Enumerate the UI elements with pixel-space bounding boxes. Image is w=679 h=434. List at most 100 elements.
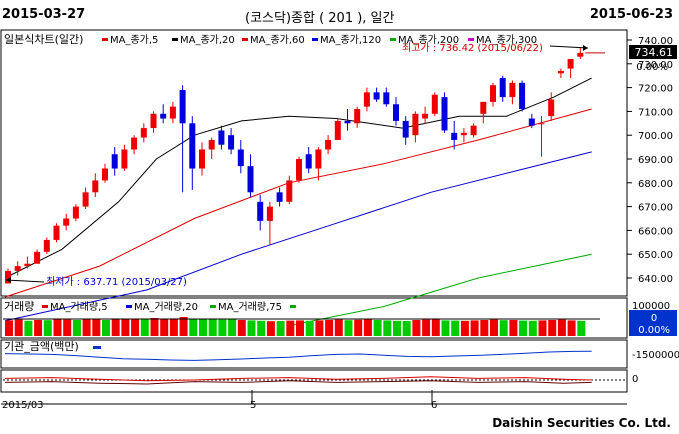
candle-down: [111, 154, 118, 169]
volume-bar: [393, 320, 401, 336]
candle-up: [199, 149, 205, 169]
ma-legend-label: MA_종가,20: [180, 34, 235, 46]
institution-panel-frame: [0, 339, 628, 369]
volume-bar: [441, 320, 450, 336]
candle-up: [354, 109, 361, 124]
candle-up: [460, 132, 467, 136]
volume-bar: [5, 320, 13, 336]
y-tick-label: 740.00: [638, 36, 673, 47]
chart-title: (코스닥)종합 ( 201 ), 일간: [245, 11, 395, 26]
x-label-2015-03: 2015/03: [2, 400, 44, 411]
volume-ma-swatch: [210, 305, 216, 308]
volume-bar: [363, 319, 372, 336]
volume-ma-swatch: [126, 305, 132, 308]
oscillator-panel-frame: [0, 369, 628, 393]
candle-up: [490, 85, 496, 102]
volume-bar: [548, 320, 557, 336]
ma-legend-swatch: [312, 38, 318, 41]
candle-down: [305, 154, 312, 169]
institution-y-tick: -1500000: [632, 350, 679, 361]
volume-bar: [577, 320, 586, 336]
volume-bar: [383, 320, 392, 336]
candle-up: [422, 113, 429, 119]
volume-bar: [344, 320, 353, 336]
candle-up: [431, 94, 438, 114]
volume-bar: [412, 320, 421, 336]
volume-panel-frame: [0, 297, 628, 339]
candle-down: [218, 130, 225, 145]
ma200-line: [288, 253, 592, 327]
ma-legend-label: MA_종가,200: [398, 34, 459, 46]
volume-bar: [150, 318, 159, 336]
candle-down: [451, 132, 458, 140]
volume-bar: [72, 320, 81, 336]
candle-up: [412, 113, 419, 136]
volume-change: 0.00%: [638, 325, 670, 336]
candle-up: [296, 159, 302, 181]
candle-up: [82, 192, 89, 207]
candle-up: [92, 180, 99, 193]
candle-up: [5, 270, 11, 284]
candle-down: [383, 92, 390, 105]
ma60-line: [4, 108, 592, 298]
volume-bar: [276, 321, 285, 336]
x-label-5: 5: [250, 400, 256, 411]
volume-bar: [499, 320, 508, 336]
candle-down: [393, 104, 399, 121]
change-pct: 0.00%: [636, 62, 668, 73]
volume-y-tick: 100000: [632, 301, 670, 312]
volume-bar: [528, 320, 537, 336]
oscillator-line-a: [4, 376, 592, 382]
volume-bar: [24, 320, 33, 336]
volume-bar: [431, 319, 440, 336]
y-tick-label: 670.00: [638, 203, 673, 214]
volume-bar: [169, 318, 178, 336]
candle-down: [344, 120, 351, 124]
ma-legend-label: MA_종가,300: [476, 34, 537, 46]
volume-bar: [460, 320, 469, 336]
candle-up: [480, 101, 487, 114]
candle-down: [179, 89, 186, 124]
volume-bar: [422, 319, 431, 336]
volume-bar: [208, 319, 217, 336]
volume-ma-label: MA_거래량,75: [218, 301, 282, 313]
ma-legend-label: MA_종가,60: [250, 34, 305, 46]
volume-bar: [257, 320, 266, 336]
candle-down: [247, 166, 254, 193]
company-name: Daishin Securities Co. Ltd.: [492, 416, 671, 430]
volume-bar: [538, 320, 547, 336]
volume-bar: [451, 320, 460, 336]
ma-legend-swatch: [468, 38, 474, 41]
volume-bar: [509, 320, 518, 336]
volume-ma-swatch: [42, 305, 48, 308]
candle-up: [169, 106, 176, 119]
ma-legend-swatch: [102, 38, 108, 41]
volume-bar: [131, 318, 140, 336]
volume-bar: [373, 320, 382, 336]
ma20-line: [4, 77, 592, 279]
volume-bar: [140, 318, 149, 336]
volume-bar: [199, 319, 207, 336]
volume-bar: [92, 318, 101, 336]
candle-up: [131, 137, 138, 150]
candle-down: [519, 82, 526, 110]
low-annotation: 최저가 : 637.71 (2015/03/27): [46, 276, 187, 288]
oscillator-y-tick: 0: [632, 374, 638, 385]
high-arrow: [549, 45, 589, 49]
volume-bar: [14, 319, 23, 336]
candle-up: [509, 82, 516, 98]
candle-up: [286, 180, 293, 202]
high-annotation: 최고가 : 736.42 (2015/06/22): [402, 42, 543, 54]
candle-down: [528, 118, 535, 126]
volume-bar: [228, 319, 237, 336]
candle-up: [140, 128, 147, 138]
volume-bar: [237, 320, 246, 336]
candle-down: [276, 192, 283, 202]
volume-bar: [305, 320, 314, 336]
ma-legend-swatch: [390, 38, 396, 41]
volume-bar: [34, 320, 43, 336]
volume-bar: [519, 320, 528, 336]
volume-bar: [325, 320, 334, 336]
ma-legend-swatch: [172, 38, 178, 41]
